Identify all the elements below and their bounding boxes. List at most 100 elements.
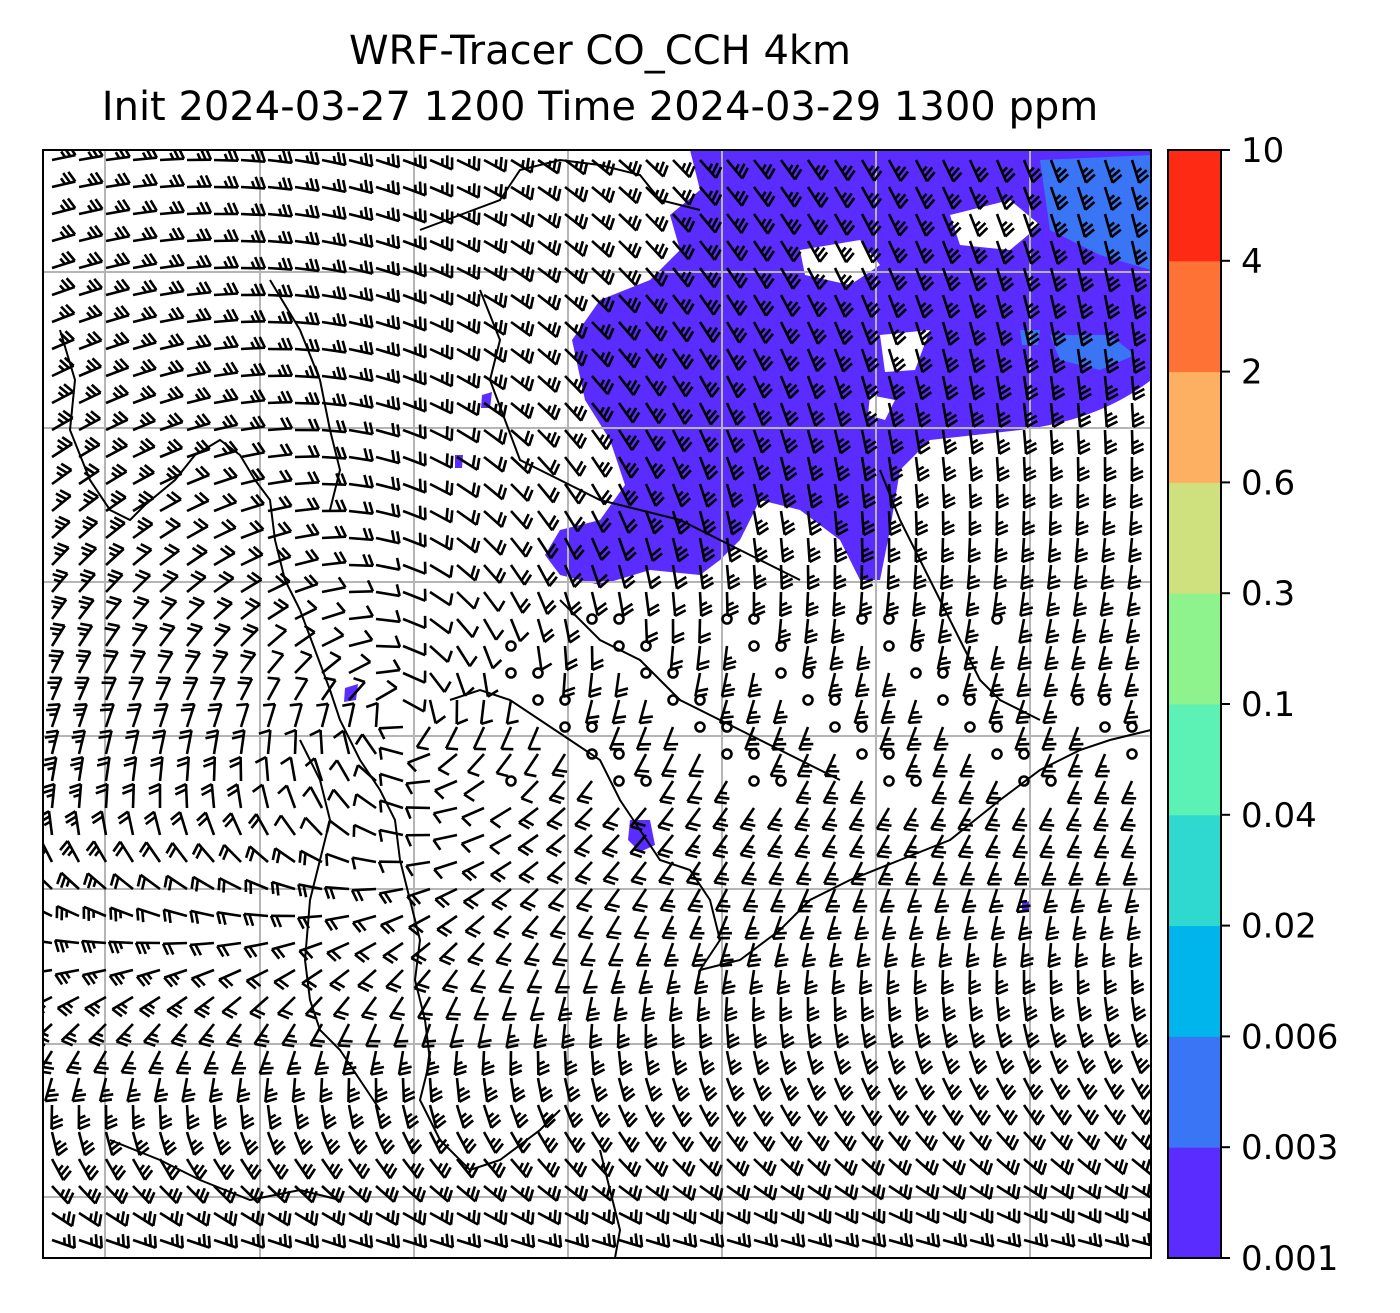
wind-barb xyxy=(533,1023,548,1050)
wind-barb xyxy=(671,402,694,425)
wind-barb xyxy=(500,726,514,751)
wind-barb xyxy=(1071,618,1087,644)
wind-barb xyxy=(44,1077,59,1103)
wind-barb xyxy=(1049,1050,1069,1075)
wind-barb xyxy=(185,622,204,647)
wind-barb xyxy=(254,755,270,782)
wind-barb xyxy=(351,856,377,870)
wind-barb xyxy=(104,1131,123,1157)
wind-barb xyxy=(51,330,75,351)
wind-barb xyxy=(298,941,323,961)
wind-barb xyxy=(725,375,747,399)
wind-barb xyxy=(78,1234,103,1250)
wind-barb xyxy=(130,649,147,674)
wind-barb xyxy=(1076,159,1096,184)
calm-circle xyxy=(1099,694,1111,706)
wind-barb xyxy=(941,483,956,510)
wind-barb xyxy=(321,286,347,301)
wind-barb xyxy=(779,1131,803,1152)
wind-barb xyxy=(240,229,267,244)
wind-barb xyxy=(834,1208,859,1225)
wind-barb xyxy=(1021,537,1035,564)
wind-barb xyxy=(352,793,377,810)
wind-barb xyxy=(213,622,231,647)
wind-barb xyxy=(347,1077,361,1104)
wind-barb xyxy=(1103,402,1119,429)
wind-barb xyxy=(467,942,485,967)
wind-barb xyxy=(483,1209,508,1226)
wind-barb xyxy=(132,358,157,378)
wind-barb xyxy=(1072,591,1087,617)
wind-barb xyxy=(483,401,508,418)
wind-barb xyxy=(267,390,294,405)
wind-barb xyxy=(671,321,695,343)
wind-barb xyxy=(510,347,535,365)
wind-barb xyxy=(509,1050,523,1077)
wind-barb xyxy=(1072,915,1087,941)
wind-barb xyxy=(833,510,849,537)
wind-barb xyxy=(591,213,616,231)
wind-barb xyxy=(1073,564,1088,591)
wind-barb xyxy=(357,969,377,993)
wind-barb xyxy=(590,1050,606,1077)
wind-barb xyxy=(833,240,855,264)
calm-circle xyxy=(586,721,598,733)
wind-barb xyxy=(68,782,83,809)
wind-barb xyxy=(74,676,90,701)
wind-barb xyxy=(348,629,374,648)
wind-barb xyxy=(724,996,738,1023)
wind-barb xyxy=(995,1077,1017,1101)
wind-barb xyxy=(267,469,293,486)
wind-barb xyxy=(995,1050,1015,1075)
wind-barb xyxy=(1074,537,1089,564)
wind-barb xyxy=(1020,564,1034,591)
wind-barb xyxy=(887,240,908,264)
wind-barb xyxy=(273,968,296,991)
wind-barb xyxy=(136,873,161,891)
wind-barb xyxy=(617,537,637,562)
wind-barb xyxy=(185,1158,208,1181)
wind-barb xyxy=(1022,483,1036,510)
wind-barb xyxy=(1103,456,1117,483)
wind-barb xyxy=(964,618,979,644)
wind-barb xyxy=(321,499,348,513)
wind-barb xyxy=(428,1131,450,1155)
wind-barb xyxy=(779,375,800,400)
wind-barb xyxy=(1101,537,1116,564)
wind-barb xyxy=(698,618,712,645)
calm-circle xyxy=(640,667,652,679)
wind-barb xyxy=(645,294,669,315)
wind-barb xyxy=(375,369,401,384)
wind-barb xyxy=(995,267,1015,292)
wind-barb xyxy=(202,755,217,782)
wind-barb xyxy=(996,1208,1021,1224)
wind-barb xyxy=(298,849,323,866)
wind-barb xyxy=(185,649,201,674)
wind-barb xyxy=(638,699,654,725)
wind-barb xyxy=(294,523,320,540)
wind-barb xyxy=(1130,1104,1151,1126)
wind-barb xyxy=(1098,618,1114,644)
wind-barb xyxy=(60,1023,80,1047)
wind-barb xyxy=(591,1184,616,1202)
wind-barb xyxy=(689,915,705,940)
wind-barb xyxy=(591,1209,616,1226)
wind-barb xyxy=(375,557,401,571)
wind-barb xyxy=(132,252,158,270)
map-frame xyxy=(42,149,1152,1259)
wind-barb xyxy=(712,807,729,832)
wind-barb xyxy=(72,702,88,728)
wind-barb xyxy=(833,564,847,591)
wind-barb xyxy=(510,320,535,338)
wind-barb xyxy=(55,904,80,921)
wind-barb xyxy=(510,510,534,530)
wind-barb xyxy=(698,348,721,371)
calm-circle xyxy=(586,613,598,625)
wind-barb xyxy=(429,209,454,225)
wind-barb xyxy=(138,995,161,1018)
wind-barb xyxy=(304,996,323,1020)
wind-barb xyxy=(240,1185,264,1204)
wind-barb xyxy=(456,1233,482,1249)
wind-barb xyxy=(375,659,401,675)
wind-barb xyxy=(123,755,138,782)
